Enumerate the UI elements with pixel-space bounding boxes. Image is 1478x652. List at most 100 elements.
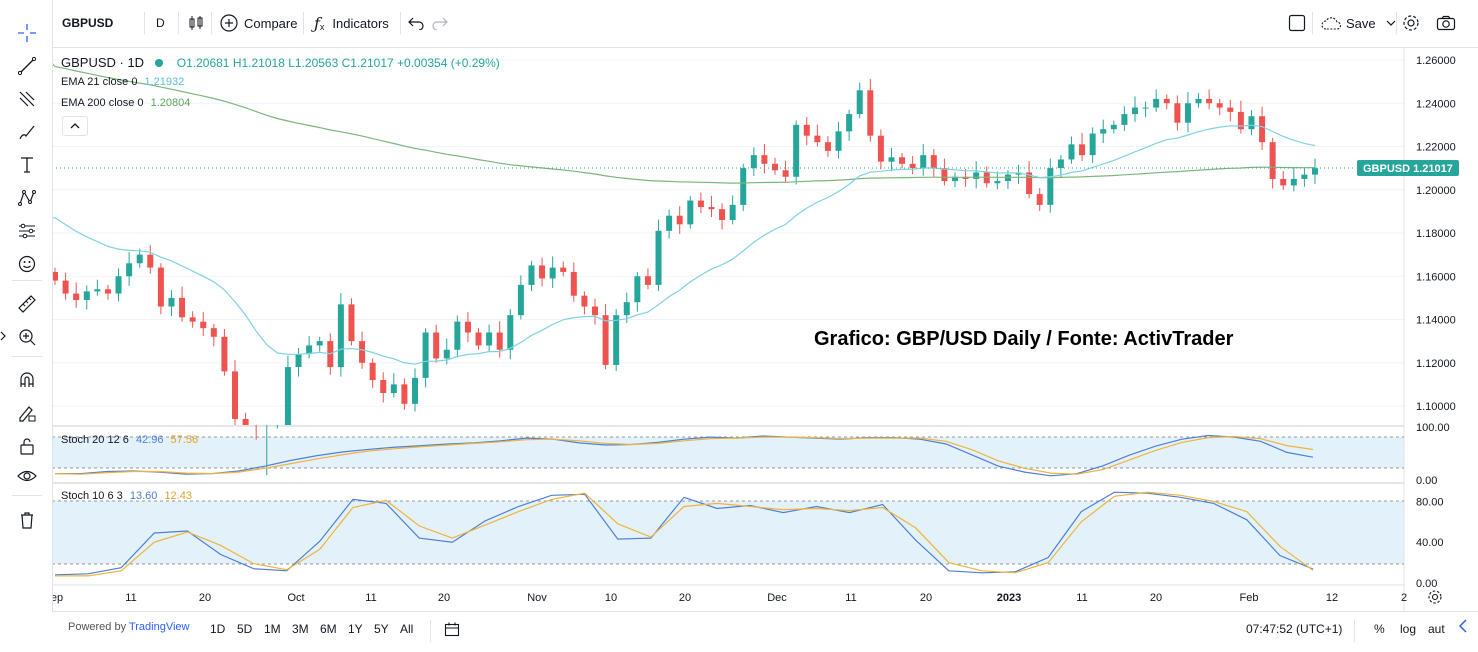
candle-body [464,321,471,333]
range-5d[interactable]: 5D [237,622,253,636]
ema21-value: 1.21932 [144,76,185,88]
legend-open: O1.20681 [176,56,230,70]
candle-body [729,204,736,221]
time-tick: 20 [199,592,211,604]
ema200-legend[interactable]: EMA 200 close 0 1.20804 [61,97,190,109]
lock-drawing-tool[interactable] [12,400,42,426]
symbol-search[interactable]: GBPUSD [62,10,113,36]
smiley-icon [18,255,36,273]
time-tick: Dec [767,592,787,604]
trend-line-tool[interactable] [12,53,42,79]
trend-line-icon [17,56,37,76]
stoch1-legend[interactable]: Stoch 20 12 6 42.96 57.56 [61,434,198,446]
candle-body [115,276,122,294]
candle-body [1089,133,1096,156]
candle-body [401,384,408,404]
time-tick: 11 [1076,592,1087,604]
price-tick: 1.18000 [1416,228,1456,240]
legend-title[interactable]: GBPUSD · 1D [61,55,145,70]
measure-tool[interactable] [12,291,42,317]
range-3m[interactable]: 3M [292,622,309,636]
prediction-tool[interactable] [12,218,42,244]
candle-body [1047,168,1054,205]
unlock-icon [20,438,34,455]
function-icon: ƒ [314,13,320,33]
crosshair-icon [18,24,36,42]
range-5y[interactable]: 5Y [374,622,389,636]
candle-body [348,304,355,342]
zoom-tool[interactable] [12,324,42,350]
range-1m[interactable]: 1M [264,622,281,636]
icon-tool[interactable] [12,251,42,277]
candle-body [1163,98,1170,104]
candle-body [517,284,524,316]
stoch2-legend[interactable]: Stoch 10 6 3 13.60 12.43 [61,490,192,502]
ema200-line [51,62,1315,184]
candles-icon [189,16,203,30]
lock-all-tool[interactable] [12,433,42,459]
fullscreen-button[interactable] [1288,10,1306,36]
collapse-legend-button[interactable] [62,116,88,136]
undo-button[interactable] [408,10,424,36]
range-6m[interactable]: 6M [320,622,337,636]
powered-by[interactable]: Powered by TradingView [68,621,190,633]
clock[interactable]: 07:47:52 (UTC+1) [1246,622,1343,636]
time-tick: 20 [438,592,450,604]
save-button[interactable]: Save [1320,10,1396,36]
candle-body [719,209,726,221]
percent-toggle[interactable]: % [1374,622,1385,636]
tradingview-link[interactable]: TradingView [128,621,190,633]
stoch2-d: 12.43 [164,490,192,502]
range-all[interactable]: All [400,622,414,636]
candle-body [168,297,175,307]
stoch2-band [52,501,1404,564]
candle-body [422,332,429,378]
interval-button[interactable]: D [156,10,165,36]
stoch1-d-line [54,435,1314,475]
snapshot-button[interactable] [1436,10,1456,36]
time-axis-settings[interactable] [1427,589,1443,610]
goto-date-button[interactable] [444,621,460,640]
chart-type-button[interactable] [188,10,204,36]
candle-body [337,304,344,368]
chevron-up-icon [70,123,80,129]
stoch-tick: 0.00 [1416,578,1437,590]
candle-body [835,131,842,151]
redo-button[interactable] [432,10,448,36]
fib-tool[interactable] [12,86,42,112]
compare-button[interactable]: Compare [220,10,297,36]
gear-icon [1403,15,1419,31]
candle-body [708,207,715,210]
candle-body [539,265,546,279]
range-1y[interactable]: 1Y [348,622,363,636]
settings-button[interactable] [1402,10,1420,36]
candle-body [920,155,927,169]
stoch2-d-line [55,491,1314,577]
price-tick: 1.20000 [1416,185,1456,197]
candle-body [793,124,800,177]
crosshair-tool[interactable] [12,20,42,46]
magnet-tool[interactable] [12,367,42,393]
function-x: x [319,22,325,32]
candle-body [1290,178,1297,186]
expand-left-arrow[interactable] [0,329,6,343]
brush-tool[interactable] [12,119,42,145]
candle-body [1195,98,1202,104]
candle-body [104,289,111,294]
text-tool[interactable] [12,152,42,178]
pattern-tool[interactable] [12,185,42,211]
log-toggle[interactable]: log [1400,622,1417,636]
collapse-right-button[interactable] [1458,618,1468,637]
candle-body [52,271,58,281]
auto-toggle[interactable]: aut [1428,622,1445,636]
candle-body [644,276,651,285]
market-status-dot [155,59,164,68]
range-1d[interactable]: 1D [210,622,226,636]
candle-body [1280,178,1287,186]
ema21-legend[interactable]: EMA 21 close 0 1.21932 [61,76,184,88]
hide-drawings-tool[interactable] [12,463,42,489]
interval-label: D [156,16,165,30]
remove-drawings-tool[interactable] [12,507,42,533]
